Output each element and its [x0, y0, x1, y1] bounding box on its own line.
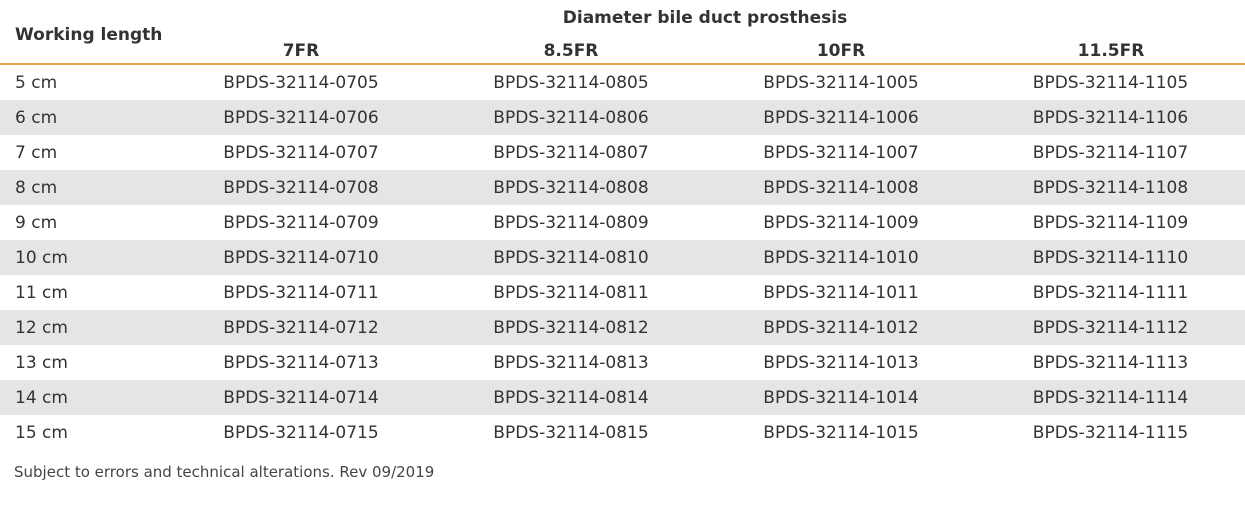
header-divider-line — [0, 63, 1245, 65]
working-length-cell: 7 cm — [15, 142, 58, 163]
product-code-cell: BPDS-32114-0810 — [436, 240, 706, 275]
table-row: 6 cm BPDS-32114-0706 BPDS-32114-0806 BPD… — [0, 100, 1245, 135]
product-code-cell: BPDS-32114-1008 — [706, 170, 976, 205]
working-length-cell: 9 cm — [15, 212, 58, 233]
table-row: 12 cm BPDS-32114-0712 BPDS-32114-0812 BP… — [0, 310, 1245, 345]
product-code-cell: BPDS-32114-1107 — [1032, 142, 1189, 163]
table-row: 14 cm BPDS-32114-0714 BPDS-32114-0814 BP… — [0, 380, 1245, 415]
product-code-cell: BPDS-32114-0715 — [223, 422, 379, 443]
product-code-cell: BPDS-32114-0705 — [223, 72, 379, 93]
product-code-cell: BPDS-32114-1013 — [763, 352, 919, 373]
footnote-disclaimer: Subject to errors and technical alterati… — [14, 463, 435, 481]
table-row: 15 cm BPDS-32114-0715 BPDS-32114-0815 BP… — [0, 415, 1245, 450]
product-code-table: 5 cm BPDS-32114-0705 BPDS-32114-0805 BPD… — [0, 65, 1245, 450]
table-row: 9 cm BPDS-32114-0709 BPDS-32114-0809 BPD… — [0, 205, 1245, 240]
product-code-cell: BPDS-32114-0807 — [493, 142, 649, 163]
product-code-cell: BPDS-32114-1011 — [763, 282, 919, 303]
product-code-cell: BPDS-32114-1109 — [1032, 212, 1189, 233]
table-row: 10 cm BPDS-32114-0710 BPDS-32114-0810 BP… — [0, 240, 1245, 275]
table-row: 8 cm BPDS-32114-0708 BPDS-32114-0808 BPD… — [0, 170, 1245, 205]
row-header-working-length: Working length — [15, 25, 163, 45]
product-code-cell: BPDS-32114-1113 — [1032, 352, 1189, 373]
column-header-7fr: 7FR — [282, 41, 320, 61]
product-code-cell: BPDS-32114-1009 — [763, 212, 919, 233]
product-code-cell: BPDS-32114-1014 — [706, 380, 976, 415]
product-code-cell: BPDS-32114-0709 — [223, 212, 379, 233]
working-length-cell: 5 cm — [15, 72, 58, 93]
column-header-8-5fr: 8.5FR — [543, 41, 599, 61]
product-code-cell: BPDS-32114-0815 — [493, 422, 649, 443]
working-length-cell: 12 cm — [0, 310, 166, 345]
table-header: Working length Diameter bile duct prosth… — [0, 0, 1245, 65]
product-code-cell: BPDS-32114-0809 — [493, 212, 649, 233]
product-code-cell: BPDS-32114-1010 — [706, 240, 976, 275]
product-code-cell: BPDS-32114-1007 — [763, 142, 919, 163]
product-code-cell: BPDS-32114-0813 — [493, 352, 649, 373]
table-row: 13 cm BPDS-32114-0713 BPDS-32114-0813 BP… — [0, 345, 1245, 380]
table-row: 5 cm BPDS-32114-0705 BPDS-32114-0805 BPD… — [0, 65, 1245, 100]
product-code-cell: BPDS-32114-1015 — [763, 422, 919, 443]
product-code-cell: BPDS-32114-0707 — [223, 142, 379, 163]
product-code-cell: BPDS-32114-1108 — [976, 170, 1245, 205]
product-code-cell: BPDS-32114-1012 — [706, 310, 976, 345]
product-code-cell: BPDS-32114-1006 — [706, 100, 976, 135]
working-length-cell: 6 cm — [0, 100, 166, 135]
product-code-cell: BPDS-32114-0706 — [166, 100, 436, 135]
product-code-cell: BPDS-32114-0812 — [436, 310, 706, 345]
product-code-cell: BPDS-32114-1110 — [976, 240, 1245, 275]
column-header-10fr: 10FR — [816, 41, 866, 61]
product-code-cell: BPDS-32114-0713 — [223, 352, 379, 373]
product-code-cell: BPDS-32114-1112 — [976, 310, 1245, 345]
product-code-cell: BPDS-32114-1005 — [763, 72, 919, 93]
working-length-cell: 10 cm — [0, 240, 166, 275]
group-header-diameter: Diameter bile duct prosthesis — [562, 8, 848, 28]
working-length-cell: 11 cm — [15, 282, 68, 303]
product-code-cell: BPDS-32114-0710 — [166, 240, 436, 275]
product-code-cell: BPDS-32114-1114 — [976, 380, 1245, 415]
product-code-cell: BPDS-32114-0811 — [493, 282, 649, 303]
product-code-cell: BPDS-32114-0712 — [166, 310, 436, 345]
product-code-cell: BPDS-32114-0714 — [166, 380, 436, 415]
working-length-cell: 15 cm — [15, 422, 68, 443]
product-code-cell: BPDS-32114-1111 — [1032, 282, 1189, 303]
product-code-cell: BPDS-32114-0808 — [436, 170, 706, 205]
working-length-cell: 13 cm — [15, 352, 68, 373]
product-code-cell: BPDS-32114-0805 — [493, 72, 649, 93]
product-code-cell: BPDS-32114-0814 — [436, 380, 706, 415]
product-code-cell: BPDS-32114-0806 — [436, 100, 706, 135]
product-code-cell: BPDS-32114-1105 — [1032, 72, 1189, 93]
column-header-11-5fr: 11.5FR — [1077, 41, 1145, 61]
product-code-cell: BPDS-32114-0708 — [166, 170, 436, 205]
working-length-cell: 14 cm — [0, 380, 166, 415]
table-row: 7 cm BPDS-32114-0707 BPDS-32114-0807 BPD… — [0, 135, 1245, 170]
product-code-cell: BPDS-32114-0711 — [223, 282, 379, 303]
product-code-cell: BPDS-32114-1106 — [976, 100, 1245, 135]
table-row: 11 cm BPDS-32114-0711 BPDS-32114-0811 BP… — [0, 275, 1245, 310]
product-code-cell: BPDS-32114-1115 — [1032, 422, 1189, 443]
working-length-cell: 8 cm — [0, 170, 166, 205]
